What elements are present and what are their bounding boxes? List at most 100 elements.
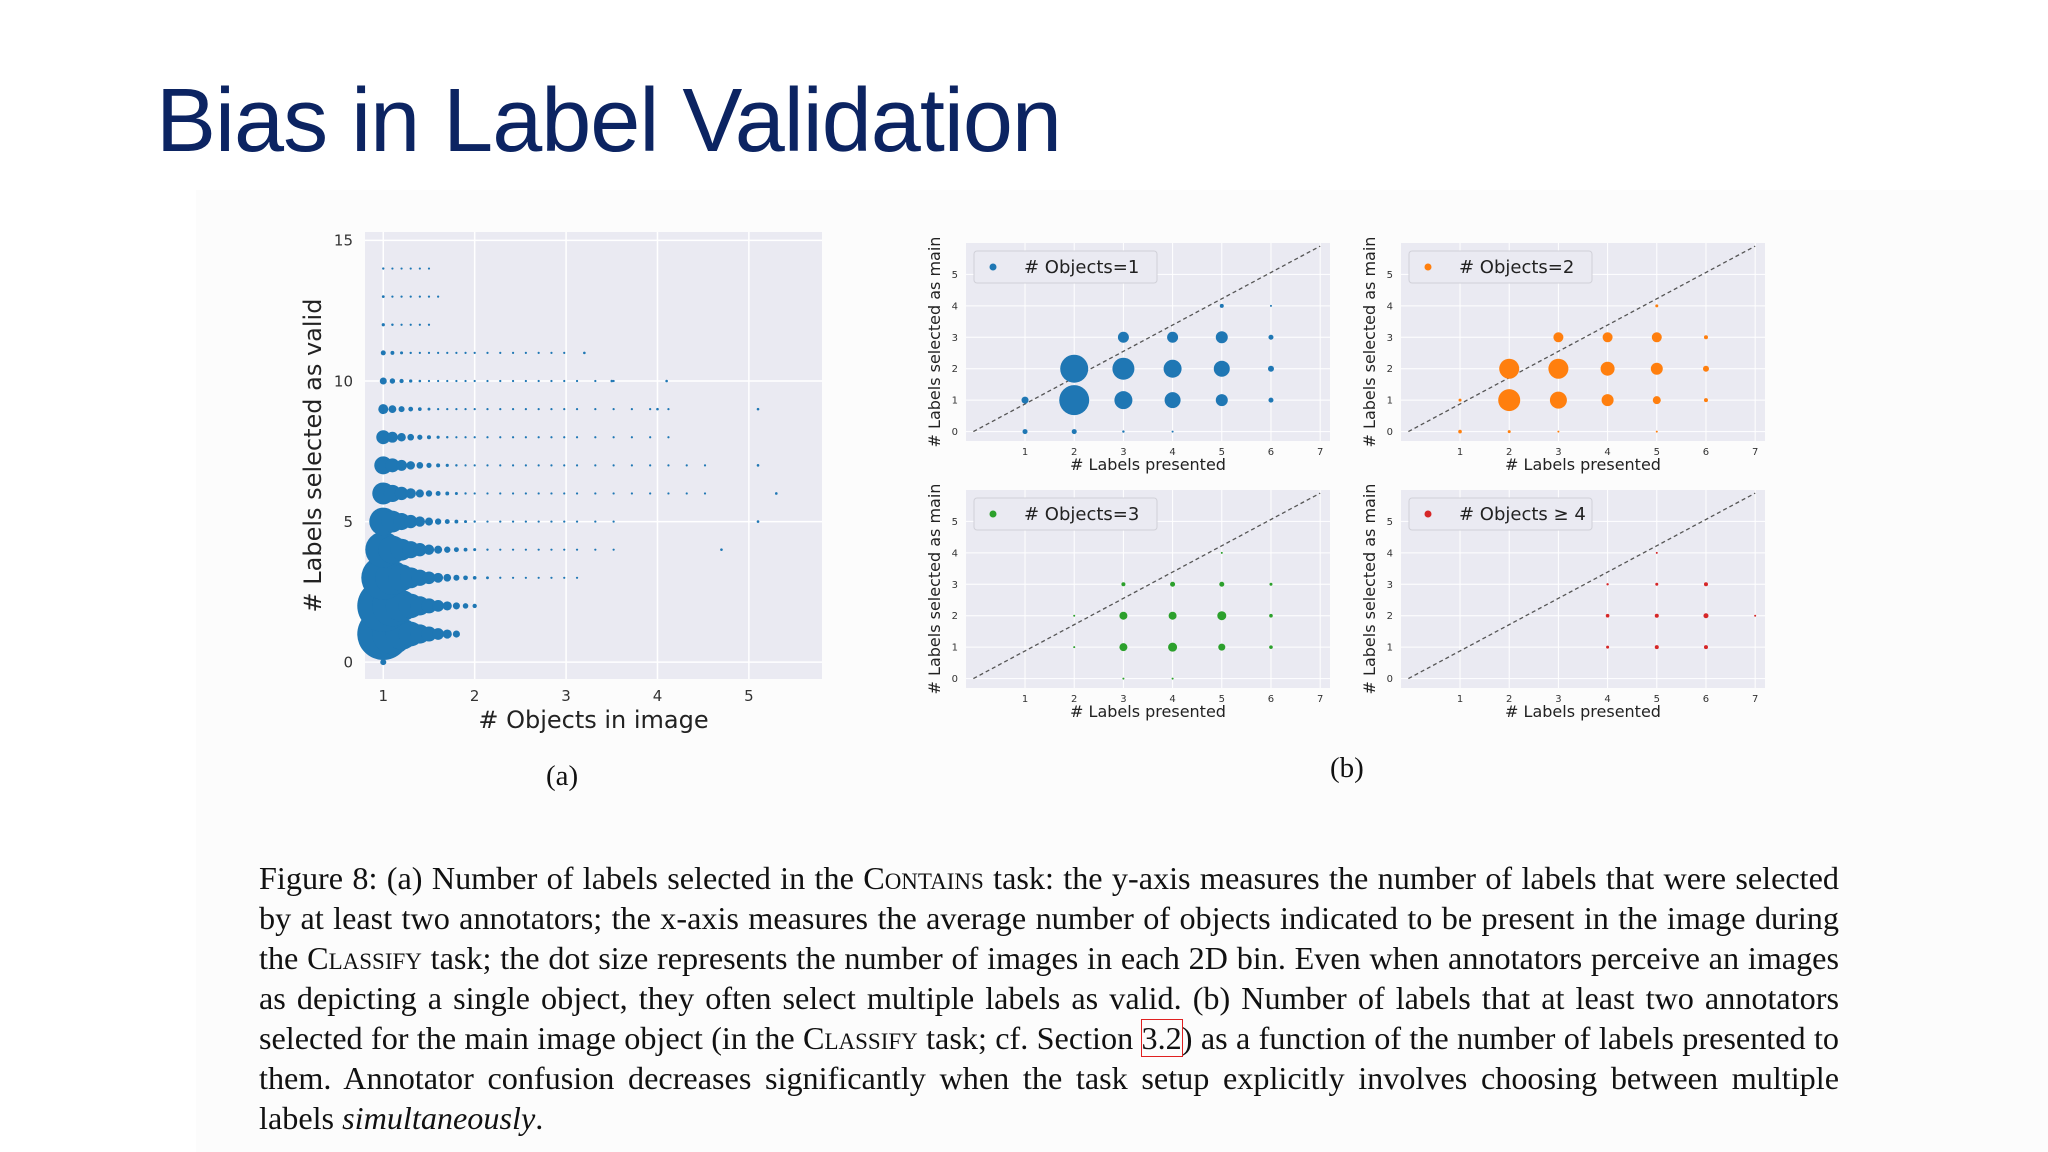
- chart2-x-tick-label: 3: [1555, 447, 1561, 458]
- chart0-data-point: [563, 408, 566, 411]
- chart3-x-tick-label: 3: [1120, 694, 1126, 705]
- chart4-x-tick-label: 5: [1654, 694, 1660, 705]
- chart2-y-tick-label: 4: [1387, 301, 1393, 312]
- chart2-data-point: [1650, 362, 1663, 375]
- chart1-y-tick-label: 1: [952, 396, 958, 407]
- chart0-data-point: [409, 379, 413, 383]
- chart0-data-point: [563, 464, 566, 467]
- chart0-data-point: [435, 490, 441, 496]
- chart4-y-tick-label: 4: [1387, 548, 1393, 559]
- chart0-data-point: [389, 378, 396, 384]
- chart2-y-tick-label: 2: [1387, 364, 1393, 375]
- chart0-data-point: [537, 548, 540, 551]
- chart0-data-point: [400, 323, 403, 326]
- chart2-y-tick-label: 3: [1387, 333, 1393, 344]
- chart0-data-point: [537, 492, 540, 495]
- chart0-data-point: [436, 435, 440, 439]
- chart4-x-tick-label: 3: [1555, 694, 1561, 705]
- chart1-y-tick-label: 4: [952, 301, 958, 312]
- chart0-data-point: [511, 464, 515, 467]
- chart0-data-point: [575, 408, 579, 411]
- chart4-legend-label: # Objects ≥ 4: [1459, 504, 1586, 525]
- chart1-data-point: [1163, 359, 1182, 378]
- chart1-x-tick-label: 5: [1219, 447, 1225, 458]
- chart0-data-point: [486, 379, 489, 383]
- chart1-data-point: [1219, 303, 1224, 308]
- chart1-y-tick-label: 3: [952, 333, 958, 344]
- chart0-data-point: [406, 461, 415, 470]
- chart4-y-tick-label: 0: [1387, 674, 1393, 685]
- chart0-data-point: [418, 379, 422, 383]
- chart0-data-point: [511, 492, 515, 495]
- chart4-data-point: [1654, 645, 1659, 650]
- chart3-data-point: [1073, 646, 1076, 649]
- chart0-data-point: [391, 323, 394, 327]
- chart0-data-point: [594, 464, 597, 467]
- chart0-data-point: [499, 520, 502, 523]
- chart3-data-point: [1218, 643, 1226, 651]
- chart1-data-point: [1171, 430, 1174, 433]
- chart0-data-point: [426, 462, 432, 468]
- chart1-data-point: [1112, 357, 1135, 380]
- chart1-data-point: [1215, 331, 1228, 344]
- chart0-data-point: [537, 379, 540, 383]
- chart0-data-point: [472, 575, 477, 580]
- chart0-data-point: [446, 379, 449, 383]
- chart4-data-point: [1605, 613, 1610, 618]
- chart1-diagonal-reference-line: [973, 245, 1321, 433]
- figure-caption: Figure 8: (a) Number of labels selected …: [259, 858, 1839, 1138]
- chart0-data-point: [486, 351, 489, 354]
- chart0-data-point: [409, 295, 412, 298]
- chart0-data-point: [486, 520, 489, 523]
- caption-task-classify-2: Classify: [802, 1020, 918, 1056]
- chart0-data-point: [408, 406, 414, 412]
- chart0-data-point: [575, 576, 579, 579]
- chart3-data-point: [1119, 611, 1128, 620]
- chart3-x-tick-label: 6: [1268, 694, 1274, 705]
- chart0-data-point: [575, 464, 579, 467]
- chart0-data-point: [381, 295, 385, 299]
- chart1-data-point: [1267, 365, 1274, 372]
- chart0-data-point: [511, 379, 515, 383]
- chart0-data-point: [442, 629, 452, 639]
- chart1-x-tick-label: 6: [1268, 447, 1274, 458]
- chart0-data-point: [437, 295, 440, 298]
- chart3-y-tick-label: 4: [952, 548, 958, 559]
- chart0-data-point: [434, 545, 443, 554]
- chart0-data-point: [455, 351, 458, 354]
- chart0-data-point: [445, 491, 450, 496]
- chart0-data-point: [583, 351, 586, 355]
- chart2-data-point: [1600, 361, 1615, 376]
- chart1-x-tick-label: 3: [1120, 447, 1126, 458]
- chart0-x-tick-label: 3: [561, 687, 571, 705]
- chart0-data-point: [550, 464, 553, 467]
- chart0-x-tick-label: 4: [653, 687, 663, 705]
- chart4-data-point: [1703, 613, 1709, 619]
- chart3-y-tick-label: 1: [952, 643, 958, 654]
- chart0-data-point: [550, 408, 553, 411]
- chart1-data-point: [1215, 394, 1228, 407]
- chart0-data-point: [575, 492, 579, 495]
- chart2-y-tick-label: 5: [1387, 270, 1393, 281]
- section-reference-link[interactable]: 3.2: [1140, 1019, 1183, 1057]
- chart0-data-point: [472, 603, 477, 609]
- chart4-data-point: [1703, 645, 1708, 650]
- chart0-data-point: [563, 520, 566, 523]
- chart1-data-point: [1022, 429, 1028, 435]
- chart4-data-point: [1606, 645, 1610, 649]
- chart2-data-point: [1655, 430, 1658, 433]
- chart0-data-point: [462, 603, 469, 609]
- chart0-data-point: [473, 464, 476, 467]
- chart0-data-point: [499, 379, 502, 383]
- chart0-data-point: [550, 492, 553, 495]
- chart0-data-point: [594, 379, 597, 383]
- chart1-x-tick-label: 7: [1317, 447, 1323, 458]
- chart4-diagonal-reference-line: [1408, 492, 1756, 680]
- chart0-data-point: [630, 464, 633, 467]
- chart0-data-point: [464, 351, 467, 354]
- chart3-y-tick-label: 5: [952, 517, 958, 528]
- chart0-data-point: [524, 464, 527, 467]
- chart2-data-point: [1458, 398, 1462, 402]
- chart2-data-point: [1498, 389, 1521, 412]
- chart0-data-point: [398, 406, 405, 413]
